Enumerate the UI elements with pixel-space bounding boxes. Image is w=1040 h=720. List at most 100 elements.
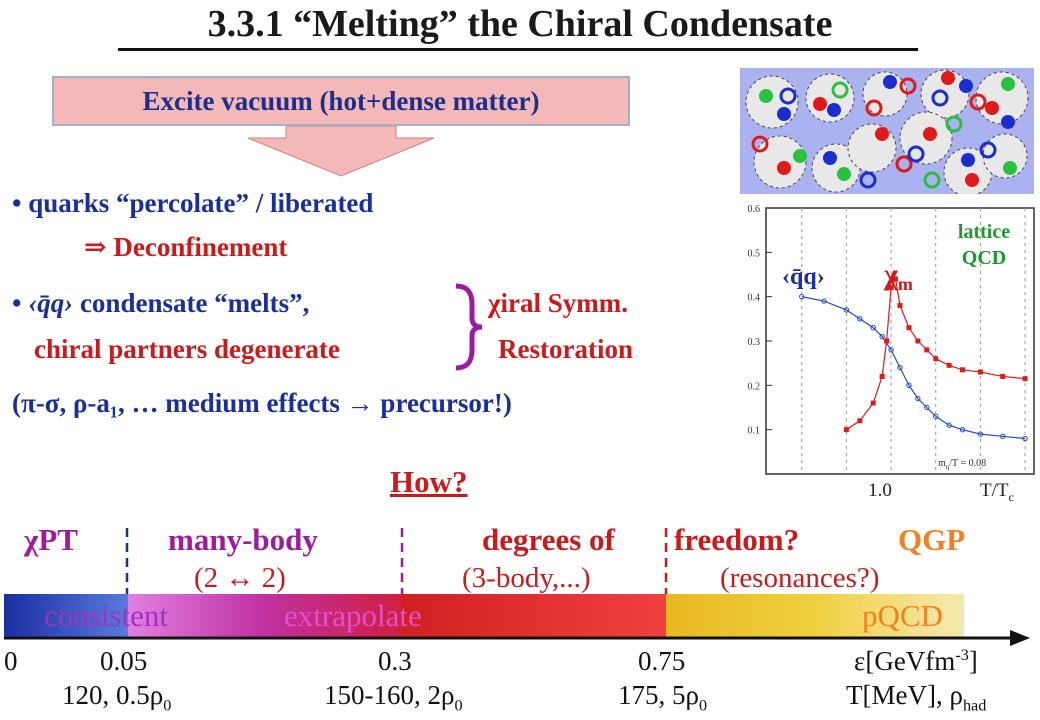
condensate-point — [879, 333, 885, 340]
susceptibility-point — [977, 369, 983, 375]
susceptibility-point — [870, 400, 876, 406]
bullet-2-partners: chiral partners degenerate — [34, 334, 340, 364]
y-tick-label: 0.4 — [748, 293, 761, 304]
susceptibility-point — [1022, 376, 1028, 382]
quark-bags-illustration — [740, 68, 1034, 197]
susceptibility-point — [888, 285, 894, 291]
susceptibility-point — [857, 418, 863, 424]
temp-tick-1-main: 120, 0.5ρ — [62, 680, 164, 710]
brace-bottom-text: Restoration — [498, 334, 633, 364]
bullet-1-text: quarks “percolate” / liberated — [28, 188, 374, 218]
x-tick-1: 1.0 — [868, 480, 892, 501]
mass-note-m: m — [938, 458, 946, 469]
susceptibility-point — [915, 338, 921, 344]
how-heading: How? — [390, 464, 468, 499]
condensate-symbol: ‹q̄q› — [28, 288, 74, 318]
chi-label: χ — [883, 258, 899, 291]
energy-tick-2: 0.3 — [378, 646, 412, 676]
condensate-series-line — [801, 296, 1026, 440]
y-tick-label: 0.1 — [748, 426, 761, 437]
condensate-point — [821, 298, 827, 304]
region-chipt: χPT — [24, 522, 78, 557]
energy-unit-end: ] — [968, 646, 978, 676]
condensate-point — [1000, 433, 1006, 440]
temp-tick-2-main: 150-160, 2ρ — [324, 680, 455, 710]
brace-icon — [455, 283, 483, 371]
many-body-sub: (2 ↔ 2) — [194, 562, 286, 594]
y-tick-label: 0.3 — [748, 337, 761, 348]
susceptibility-point — [960, 367, 966, 373]
x-axis-label-main: T/T — [980, 480, 1009, 501]
region-many-body: many-body — [168, 522, 318, 557]
condensate-point — [1022, 435, 1028, 442]
temp-tick-3: 175, 5ρ0 — [618, 680, 707, 715]
mass-note: mq/T = 0.08 — [938, 458, 986, 471]
condensate-point — [888, 347, 894, 353]
condensate-point — [843, 307, 850, 313]
chi-sub: m — [898, 274, 913, 294]
vacuum-box-label: Excite vacuum (hot+dense matter) — [142, 85, 540, 116]
bar-label-pqcd: pQCD — [862, 598, 943, 633]
energy-tick-0: 0 — [4, 646, 18, 676]
temp-unit-sub: had — [962, 696, 987, 715]
susceptibility-point — [843, 427, 849, 433]
bullet-1: • quarks “percolate” / liberated — [12, 188, 373, 219]
susceptibility-point — [906, 325, 912, 331]
title-underline — [118, 48, 918, 51]
mass-note-sub: q — [946, 463, 950, 471]
energy-unit: ε[GeVfm-3] — [854, 646, 978, 677]
susceptibility-point — [946, 362, 952, 368]
condensate-point — [870, 325, 876, 331]
temp-tick-1-sub: 0 — [163, 696, 172, 715]
y-tick-label: 0.2 — [748, 381, 761, 392]
bullet-2-text: condensate “melts”, — [73, 288, 310, 318]
region-qgp: QGP — [898, 522, 966, 557]
energy-bar — [4, 594, 1030, 646]
temp-unit: T[MeV], ρhad — [846, 680, 986, 715]
temp-tick-3-main: 175, 5ρ — [618, 680, 699, 710]
energy-unit-main: ε[GeVfm — [854, 646, 956, 676]
condensate-point — [977, 431, 984, 437]
chart-frame — [765, 207, 1035, 475]
lattice-label-line1: lattice — [958, 221, 1010, 243]
temp-unit-main: T[MeV], ρ — [846, 680, 963, 710]
region-dof: degrees of — [482, 522, 615, 557]
bullet-3-text: (π-σ, ρ-a₁, … medium effects → precursor… — [12, 388, 512, 418]
susceptibility-point — [924, 347, 930, 353]
region-freedom: freedom? — [674, 522, 800, 557]
dof-sub: (3-body,...) — [462, 562, 591, 594]
bullet-2: • ‹q̄q› condensate “melts”, — [12, 288, 309, 319]
qq-series-label: ‹q̄q› — [782, 264, 825, 290]
energy-unit-sup: -3 — [955, 646, 969, 664]
lattice-chart: 0.10.20.30.40.50.6 lattice QCD ‹q̄q› χm … — [722, 194, 1038, 510]
condensate-point — [857, 316, 863, 322]
energy-tick-3: 0.75 — [638, 646, 686, 676]
x-axis-label-sub: c — [1009, 490, 1014, 504]
down-arrow-icon — [247, 126, 435, 177]
bar-label-extrapolate: extrapolate — [284, 598, 422, 633]
susceptibility-point — [884, 338, 890, 344]
mass-note-rest: /T = 0.08 — [949, 458, 986, 469]
energy-tick-1: 0.05 — [100, 646, 148, 676]
susceptibility-point — [933, 356, 939, 362]
condensate-point — [799, 293, 805, 300]
temp-tick-3-sub: 0 — [698, 696, 708, 715]
susceptibility-point — [1000, 373, 1006, 379]
freedom-sub: (resonances?) — [720, 562, 880, 594]
chi-series-label: χm — [883, 258, 913, 294]
temp-tick-2: 150-160, 2ρ0 — [324, 680, 463, 715]
condensate-point — [959, 426, 966, 433]
condensate-point — [933, 413, 939, 420]
lattice-label-line2: QCD — [962, 247, 1006, 269]
condensate-point — [897, 364, 903, 371]
vacuum-box: Excite vacuum (hot+dense matter) — [52, 76, 630, 126]
x-axis-label: T/Tc — [980, 480, 1014, 504]
bar-label-consistent: consistent — [44, 598, 168, 633]
bullet-1-result: ⇒ Deconfinement — [84, 232, 288, 262]
temp-tick-2-sub: 0 — [454, 696, 463, 715]
susceptibility-point — [897, 303, 903, 309]
y-tick-label: 0.5 — [748, 248, 761, 259]
condensate-point — [906, 382, 912, 389]
brace-top-text: χiral Symm. — [488, 288, 628, 318]
y-tick-label: 0.6 — [748, 204, 761, 215]
